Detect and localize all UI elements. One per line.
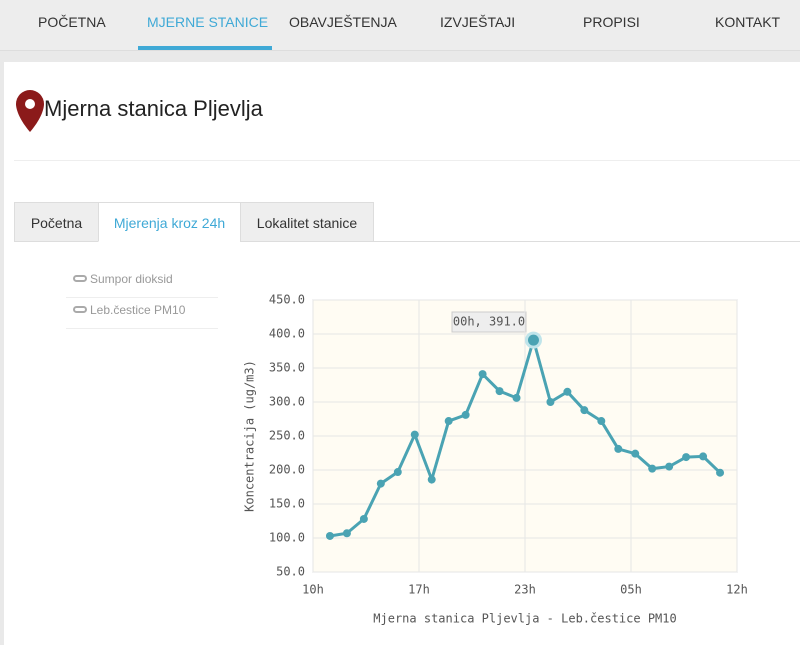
pin-icon — [16, 90, 44, 132]
point — [359, 514, 368, 523]
point — [444, 417, 453, 426]
y-tick-label: 150.0 — [269, 497, 305, 511]
tab[interactable]: Lokalitet stanice — [240, 202, 374, 242]
point — [478, 370, 487, 379]
y-tick-label: 50.0 — [276, 565, 305, 579]
x-tick-label: 17h — [408, 583, 430, 597]
nav-link[interactable]: PROPISI — [583, 14, 640, 30]
nav-link[interactable]: MJERNE STANICE — [147, 14, 269, 30]
sidebar-link[interactable]: Leb.čestice PM10 — [66, 299, 218, 329]
tooltip: 00h, 391.0 — [453, 315, 525, 329]
pin-hole — [25, 99, 35, 109]
nav-link[interactable]: OBAVJEŠTENJA — [289, 14, 397, 30]
tooltip-box — [451, 311, 527, 333]
sidebar-link[interactable]: Sumpor dioksid — [66, 268, 218, 298]
point — [393, 468, 402, 477]
page-title: Mjerna stanica Pljevlja — [44, 96, 263, 121]
active-indicator — [138, 46, 272, 50]
point — [376, 479, 385, 488]
divider — [14, 160, 800, 161]
y-tick-label: 100.0 — [269, 531, 305, 545]
nav-link[interactable]: POČETNA — [38, 14, 106, 30]
point — [342, 529, 351, 538]
y-tick-label: 300.0 — [269, 395, 305, 409]
y-tick-label: 200.0 — [269, 463, 305, 477]
y-tick-label: 450.0 — [269, 293, 305, 307]
point — [665, 462, 674, 471]
tab[interactable]: Mjerenja kroz 24h — [98, 202, 241, 242]
y-tick-label: 350.0 — [269, 361, 305, 375]
x-tick-label: 12h — [726, 583, 748, 597]
point — [512, 393, 521, 402]
point — [563, 387, 572, 396]
point — [410, 430, 419, 439]
nav-link[interactable]: IZVJEŠTAJI — [440, 14, 516, 30]
highlighted-point — [524, 331, 542, 349]
point — [716, 468, 725, 477]
point — [682, 453, 691, 462]
point — [699, 452, 708, 461]
y-tick-label: 250.0 — [269, 429, 305, 443]
point — [631, 449, 640, 458]
point — [546, 398, 555, 406]
nav-link[interactable]: KONTAKT — [715, 14, 781, 30]
nav-bar: POČETNA MJERNE STANICE OBAVJEŠTENJA IZVJ… — [0, 0, 800, 51]
point — [427, 475, 436, 484]
point — [325, 531, 334, 540]
y-axis-label: Koncentracija (ug/m3) — [243, 360, 257, 512]
x-axis-label: Mjerna stanica Pljevlja - Leb.čestice PM… — [373, 612, 676, 626]
x-tick-label: 05h — [620, 583, 642, 597]
point — [648, 464, 657, 473]
x-tick-label: 10h — [302, 583, 324, 597]
y-tick-label: 400.0 — [269, 327, 305, 341]
point — [461, 410, 470, 419]
point — [580, 406, 589, 415]
point — [495, 387, 504, 396]
point — [597, 417, 606, 426]
tab-line — [14, 241, 800, 242]
tab[interactable]: Početna — [14, 202, 99, 242]
point — [614, 444, 623, 453]
x-tick-label: 23h — [514, 583, 536, 597]
